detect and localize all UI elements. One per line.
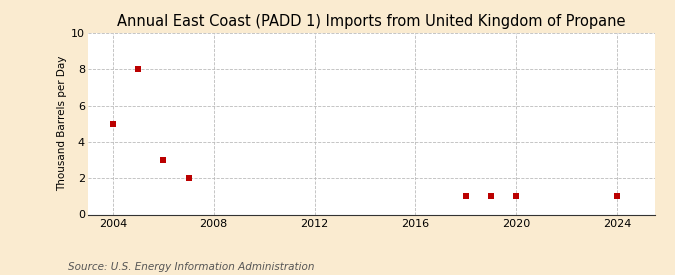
- Text: Source: U.S. Energy Information Administration: Source: U.S. Energy Information Administ…: [68, 262, 314, 272]
- Point: [612, 194, 622, 199]
- Point: [158, 158, 169, 162]
- Point: [460, 194, 471, 199]
- Point: [107, 122, 118, 126]
- Point: [485, 194, 496, 199]
- Y-axis label: Thousand Barrels per Day: Thousand Barrels per Day: [57, 56, 67, 191]
- Point: [133, 67, 144, 72]
- Point: [511, 194, 522, 199]
- Point: [183, 176, 194, 180]
- Title: Annual East Coast (PADD 1) Imports from United Kingdom of Propane: Annual East Coast (PADD 1) Imports from …: [117, 14, 626, 29]
